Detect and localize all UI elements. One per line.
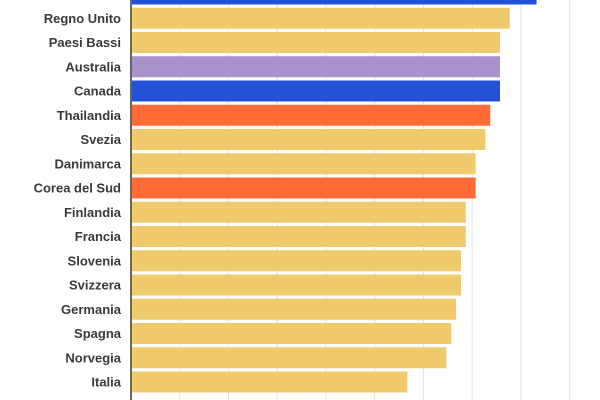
bar xyxy=(132,32,500,53)
bar xyxy=(132,80,500,102)
category-labels: Regno Unito Paesi Bassi Australia Canada Tha… xyxy=(34,11,122,390)
category-label: Canada xyxy=(74,84,122,99)
bar xyxy=(132,0,537,5)
category-label: Australia xyxy=(65,59,121,74)
bar xyxy=(132,226,466,247)
bar xyxy=(132,7,510,29)
category-label: Paesi Bassi xyxy=(49,35,121,50)
category-label: Svezia xyxy=(81,132,122,147)
category-label: Italia xyxy=(91,375,121,390)
category-label: Norvegia xyxy=(65,350,121,365)
category-label: Germania xyxy=(61,302,122,317)
bar xyxy=(132,129,486,150)
category-label: Svizzera xyxy=(69,278,122,293)
category-label: Corea del Sud xyxy=(34,181,121,196)
bar xyxy=(132,298,457,320)
category-label: Spagna xyxy=(74,326,122,341)
bar xyxy=(132,104,491,126)
category-label: Danimarca xyxy=(55,156,122,171)
category-label: Regno Unito xyxy=(44,11,121,26)
category-label: Finlandia xyxy=(64,205,122,220)
category-label: Thailandia xyxy=(57,108,122,123)
bar xyxy=(132,347,447,369)
bar xyxy=(132,56,500,78)
bar xyxy=(132,274,461,296)
bar xyxy=(132,201,466,223)
bars xyxy=(132,0,537,393)
category-label: Slovenia xyxy=(68,253,122,268)
bar xyxy=(132,250,461,272)
bar xyxy=(132,371,408,393)
bar xyxy=(132,153,476,175)
bar xyxy=(132,323,452,344)
bar xyxy=(132,177,476,199)
category-label: Francia xyxy=(75,229,122,244)
